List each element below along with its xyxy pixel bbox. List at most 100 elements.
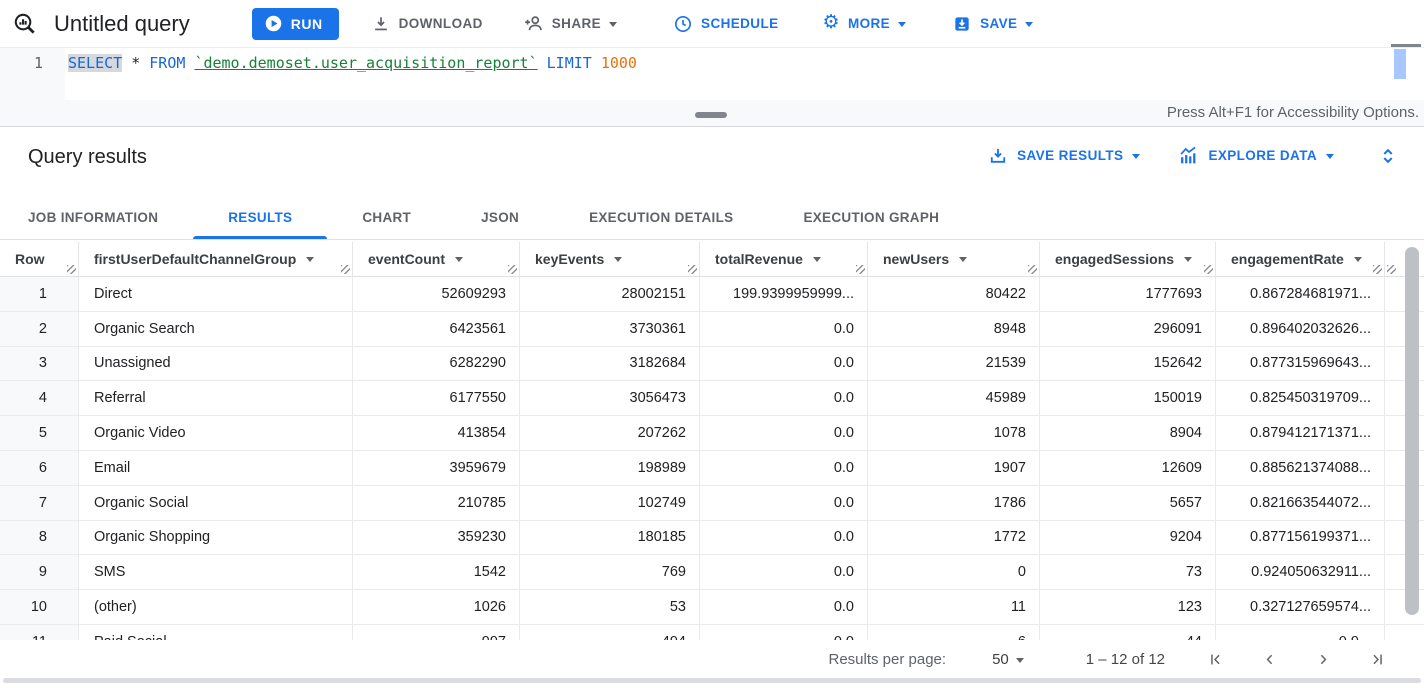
cell-newUsers[interactable]: 21539 <box>868 346 1040 381</box>
cell-totalRevenue[interactable]: 0.0 <box>700 381 868 416</box>
cell-engagedSessions[interactable]: 5657 <box>1040 485 1216 520</box>
cell-engagedSessions[interactable]: 44 <box>1040 624 1216 640</box>
tab-json[interactable]: JSON <box>481 210 520 225</box>
save-button[interactable]: SAVE <box>952 14 1034 34</box>
cell-keyEvents[interactable]: 102749 <box>520 485 700 520</box>
column-resize-grip[interactable] <box>508 265 517 274</box>
column-header-engagedSessions[interactable]: engagedSessions <box>1040 242 1216 276</box>
cell-keyEvents[interactable]: 3056473 <box>520 381 700 416</box>
column-menu-icon[interactable] <box>812 257 821 266</box>
cell-eventCount[interactable]: 359230 <box>353 520 520 555</box>
tab-results[interactable]: RESULTS <box>193 196 328 239</box>
cell-newUsers[interactable]: 80422 <box>868 277 1040 311</box>
table-horizontal-scrollbar[interactable] <box>3 678 1421 683</box>
cell-firstUserDefaultChannelGroup[interactable]: Organic Social <box>79 485 353 520</box>
cell-firstUserDefaultChannelGroup[interactable]: SMS <box>79 555 353 590</box>
cell-firstUserDefaultChannelGroup[interactable]: Referral <box>79 381 353 416</box>
cell-eventCount[interactable]: 52609293 <box>353 277 520 311</box>
column-header-engagementRate[interactable]: engagementRate <box>1216 242 1385 276</box>
column-menu-icon[interactable] <box>959 257 968 266</box>
splitter-drag-handle[interactable] <box>695 112 727 118</box>
cell-keyEvents[interactable]: 494 <box>520 624 700 640</box>
page-size-select[interactable]: 50 <box>992 651 1024 668</box>
cell-Row[interactable]: 8 <box>0 520 79 555</box>
cell-eventCount[interactable]: 6177550 <box>353 381 520 416</box>
column-resize-grip[interactable] <box>1387 265 1396 274</box>
cell-keyEvents[interactable]: 180185 <box>520 520 700 555</box>
sql-editor[interactable]: 1 SELECT * FROM `demo.demoset.user_acqui… <box>0 44 1424 100</box>
cell-eventCount[interactable]: 1026 <box>353 590 520 624</box>
cell-keyEvents[interactable]: 769 <box>520 555 700 590</box>
next-page-button[interactable] <box>1315 651 1332 668</box>
expand-collapse-icon[interactable] <box>1378 146 1398 166</box>
cell-Row[interactable]: 7 <box>0 485 79 520</box>
more-button[interactable]: ⚙ MORE <box>823 13 907 32</box>
cell-engagementRate[interactable]: 0.877315969643... <box>1216 346 1385 381</box>
cell-keyEvents[interactable]: 3730361 <box>520 311 700 346</box>
cell-engagedSessions[interactable]: 152642 <box>1040 346 1216 381</box>
column-header-Row[interactable]: Row <box>0 242 79 276</box>
cell-engagementRate[interactable]: 0.327127659574... <box>1216 590 1385 624</box>
column-header-keyEvents[interactable]: keyEvents <box>520 242 700 276</box>
cell-engagedSessions[interactable]: 12609 <box>1040 450 1216 485</box>
tab-chart[interactable]: CHART <box>362 210 412 225</box>
column-header-eventCount[interactable]: eventCount <box>353 242 520 276</box>
column-menu-icon[interactable] <box>455 257 463 266</box>
sql-table-ref-link[interactable]: `demo.demoset.user_acquisition_report` <box>194 54 538 72</box>
column-header-firstUserDefaultChannelGroup[interactable]: firstUserDefaultChannelGroup <box>79 242 353 276</box>
column-header-totalRevenue[interactable]: totalRevenue <box>700 242 868 276</box>
column-menu-icon[interactable] <box>306 257 315 266</box>
cell-engagedSessions[interactable]: 1777693 <box>1040 277 1216 311</box>
editor-vertical-scrollbar[interactable] <box>1394 49 1406 79</box>
cell-newUsers[interactable]: 0 <box>868 555 1040 590</box>
cell-newUsers[interactable]: 1772 <box>868 520 1040 555</box>
cell-Row[interactable]: 5 <box>0 416 79 450</box>
cell-engagedSessions[interactable]: 296091 <box>1040 311 1216 346</box>
cell-engagedSessions[interactable]: 73 <box>1040 555 1216 590</box>
previous-page-button[interactable] <box>1261 651 1278 668</box>
cell-engagementRate[interactable]: 0.821663544072... <box>1216 485 1385 520</box>
cell-eventCount[interactable]: 6282290 <box>353 346 520 381</box>
cell-eventCount[interactable]: 6423561 <box>353 311 520 346</box>
cell-totalRevenue[interactable]: 0.0 <box>700 311 868 346</box>
cell-Row[interactable]: 2 <box>0 311 79 346</box>
column-resize-grip[interactable] <box>856 265 865 274</box>
cell-keyEvents[interactable]: 207262 <box>520 416 700 450</box>
cell-newUsers[interactable]: 45989 <box>868 381 1040 416</box>
cell-engagementRate[interactable]: 0.885621374088... <box>1216 450 1385 485</box>
explore-data-button[interactable]: EXPLORE DATA <box>1178 145 1334 166</box>
cell-totalRevenue[interactable]: 199.9399959999... <box>700 277 868 311</box>
cell-totalRevenue[interactable]: 0.0 <box>700 346 868 381</box>
cell-newUsers[interactable]: 6 <box>868 624 1040 640</box>
cell-firstUserDefaultChannelGroup[interactable]: Email <box>79 450 353 485</box>
cell-totalRevenue[interactable]: 0.0 <box>700 555 868 590</box>
cell-Row[interactable]: 4 <box>0 381 79 416</box>
cell-Row[interactable]: 9 <box>0 555 79 590</box>
cell-firstUserDefaultChannelGroup[interactable]: Unassigned <box>79 346 353 381</box>
cell-newUsers[interactable]: 1907 <box>868 450 1040 485</box>
cell-engagedSessions[interactable]: 8904 <box>1040 416 1216 450</box>
column-menu-icon[interactable] <box>614 257 623 266</box>
cell-keyEvents[interactable]: 28002151 <box>520 277 700 311</box>
cell-totalRevenue[interactable]: 0.0 <box>700 416 868 450</box>
sql-code-line[interactable]: SELECT * FROM `demo.demoset.user_acquisi… <box>68 54 637 72</box>
cell-firstUserDefaultChannelGroup[interactable]: (other) <box>79 590 353 624</box>
cell-newUsers[interactable]: 11 <box>868 590 1040 624</box>
cell-newUsers[interactable]: 1078 <box>868 416 1040 450</box>
column-resize-grip[interactable] <box>1204 265 1213 274</box>
tab-execution-graph[interactable]: EXECUTION GRAPH <box>803 210 940 225</box>
cell-keyEvents[interactable]: 198989 <box>520 450 700 485</box>
cell-engagedSessions[interactable]: 123 <box>1040 590 1216 624</box>
cell-eventCount[interactable]: 997 <box>353 624 520 640</box>
cell-Row[interactable]: 1 <box>0 277 79 311</box>
cell-totalRevenue[interactable]: 0.0 <box>700 485 868 520</box>
cell-engagedSessions[interactable]: 150019 <box>1040 381 1216 416</box>
cell-firstUserDefaultChannelGroup[interactable]: Direct <box>79 277 353 311</box>
cell-totalRevenue[interactable]: 0.0 <box>700 590 868 624</box>
cell-engagementRate[interactable]: 0.924050632911... <box>1216 555 1385 590</box>
cell-engagementRate[interactable]: 0.879412171371... <box>1216 416 1385 450</box>
table-vertical-scrollbar[interactable] <box>1405 247 1419 615</box>
column-header-newUsers[interactable]: newUsers <box>868 242 1040 276</box>
cell-totalRevenue[interactable]: 0.0 <box>700 624 868 640</box>
cell-engagedSessions[interactable]: 9204 <box>1040 520 1216 555</box>
